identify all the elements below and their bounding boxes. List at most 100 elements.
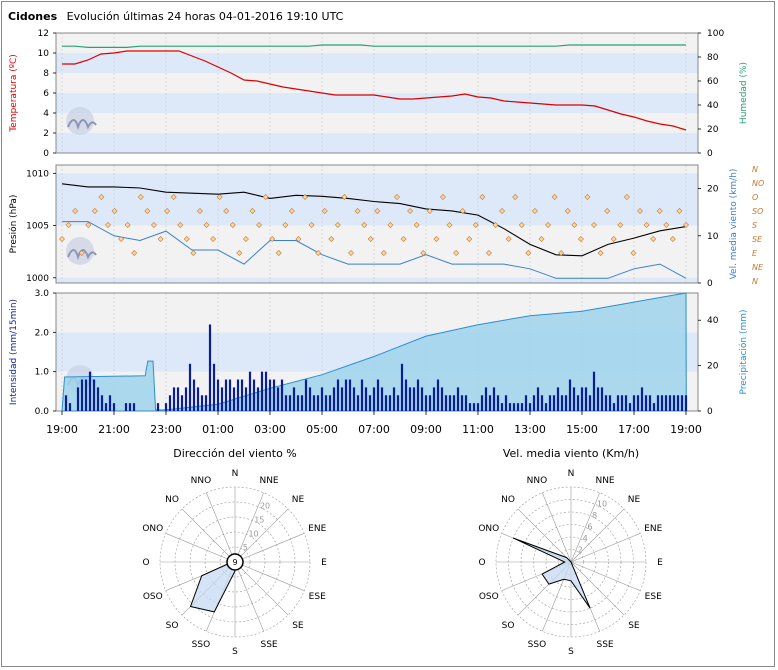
intensity-bar — [84, 379, 88, 411]
intensity-bar — [208, 324, 212, 411]
direction-tick-label: S — [752, 221, 757, 230]
radar-spoke — [234, 561, 264, 632]
intensity-bar — [292, 387, 296, 411]
temperature-axis-label: Temperatura (ºC) — [9, 54, 19, 133]
radar-spoke — [234, 561, 305, 591]
wind-direction-marker — [479, 194, 486, 200]
radar-direction-label: OSO — [143, 592, 163, 602]
calm-circle — [226, 553, 244, 571]
wind-direction-marker — [157, 236, 164, 242]
intensity-bar — [472, 403, 476, 411]
panel-band — [56, 113, 698, 133]
wind-direction-marker — [597, 250, 604, 256]
radar-spoke — [234, 492, 264, 563]
intensity-bar — [212, 363, 216, 411]
humidity-axis-label: Humedad (%) — [739, 62, 749, 124]
wind-direction-marker — [400, 236, 407, 242]
radar-direction-label: ENE — [308, 524, 326, 534]
intensity-bar — [412, 387, 416, 411]
x-tick-label: 15:00 — [566, 423, 598, 436]
intensity-bar — [640, 387, 644, 411]
intensity-bar — [528, 403, 532, 411]
precipitation-axis-label: Precipitación (mm) — [738, 309, 749, 394]
wind-direction-marker — [308, 222, 315, 228]
wind-direction-marker — [610, 236, 617, 242]
intensity-bar — [228, 379, 232, 411]
x-tick-label: 09:00 — [410, 423, 442, 436]
y2-tick-label: 20 — [707, 125, 719, 135]
wind-direction-marker — [361, 222, 368, 228]
intensity-bar — [520, 403, 524, 411]
intensity-axis-label: Intensidad (mm/15min) — [9, 299, 19, 405]
radar-spoke — [570, 561, 625, 616]
intensity-bar — [488, 395, 492, 411]
wind-direction-marker — [59, 236, 65, 242]
wind-direction-marker — [315, 250, 322, 256]
intensity-bar — [180, 395, 184, 411]
intensity-bar — [548, 395, 552, 411]
radar-direction-label: ESE — [645, 592, 662, 602]
y-tick-label: 1000 — [26, 274, 49, 284]
wind-direction-marker — [604, 208, 611, 214]
panel-band — [56, 93, 698, 113]
x-tick-label: 01:00 — [202, 423, 234, 436]
intensity-bar — [280, 379, 284, 411]
radar-direction-label: N — [568, 469, 575, 479]
wind-direction-marker — [669, 236, 676, 242]
wind-direction-marker — [525, 250, 532, 256]
wind-direction-marker — [676, 208, 683, 214]
intensity-bar — [224, 379, 228, 411]
wind-direction-marker — [663, 222, 670, 228]
intensity-bar — [172, 387, 176, 411]
temperature-line — [62, 50, 687, 131]
wind-speed-axis-label: Vel. media viento (km/h) — [729, 169, 739, 280]
intensity-bar — [352, 387, 356, 411]
x-tick-label: 13:00 — [514, 423, 546, 436]
intensity-bar — [628, 403, 632, 411]
wind-direction-marker — [164, 208, 171, 214]
intensity-bar — [404, 379, 408, 411]
x-tick-label: 19:00 — [46, 423, 78, 436]
wind-direction-marker — [354, 208, 361, 214]
intensity-bar — [580, 387, 584, 411]
y-tick-label: 12 — [38, 29, 49, 39]
radar-direction-label: ONO — [478, 524, 499, 534]
wind-direction-marker — [196, 208, 203, 214]
radar-spoke — [234, 508, 289, 563]
intensity-bar — [216, 379, 220, 411]
intensity-bar — [600, 387, 604, 411]
intensity-bar — [244, 387, 248, 411]
intensity-bar — [360, 379, 364, 411]
intensity-bar — [100, 395, 104, 411]
radar-direction-label: SE — [628, 621, 640, 631]
y-tick-label: 6 — [43, 89, 49, 99]
intensity-bar — [392, 387, 396, 411]
y-tick-label: 1005 — [26, 222, 49, 232]
wind-direction-marker — [85, 222, 92, 228]
radar-spoke — [570, 533, 641, 563]
intensity-bar — [284, 395, 288, 411]
wind-direction-marker — [577, 236, 584, 242]
intensity-bar — [612, 403, 616, 411]
intensity-bar — [512, 403, 516, 411]
intensity-bar — [564, 395, 568, 411]
intensity-bar — [268, 379, 272, 411]
y-tick-label: 1010 — [26, 169, 49, 179]
intensity-bar — [496, 395, 500, 411]
intensity-bar — [396, 395, 400, 411]
y-tick-label: 1.0 — [35, 368, 50, 378]
intensity-bar — [340, 387, 344, 411]
wind-direction-marker — [538, 236, 545, 242]
wind-direction-marker — [453, 250, 460, 256]
y-tick-label: 4 — [43, 109, 49, 119]
wind-direction-marker — [564, 208, 571, 214]
intensity-bar — [132, 403, 136, 411]
pressure-axis-label: Presión (hPa) — [8, 195, 19, 254]
intensity-bar — [452, 395, 456, 411]
intensity-bar — [440, 387, 444, 411]
intensity-bar — [248, 371, 252, 411]
intensity-bar — [88, 371, 92, 411]
wind-direction-marker — [433, 236, 440, 242]
radar-spoke — [165, 533, 236, 563]
wind-direction-marker — [650, 236, 657, 242]
